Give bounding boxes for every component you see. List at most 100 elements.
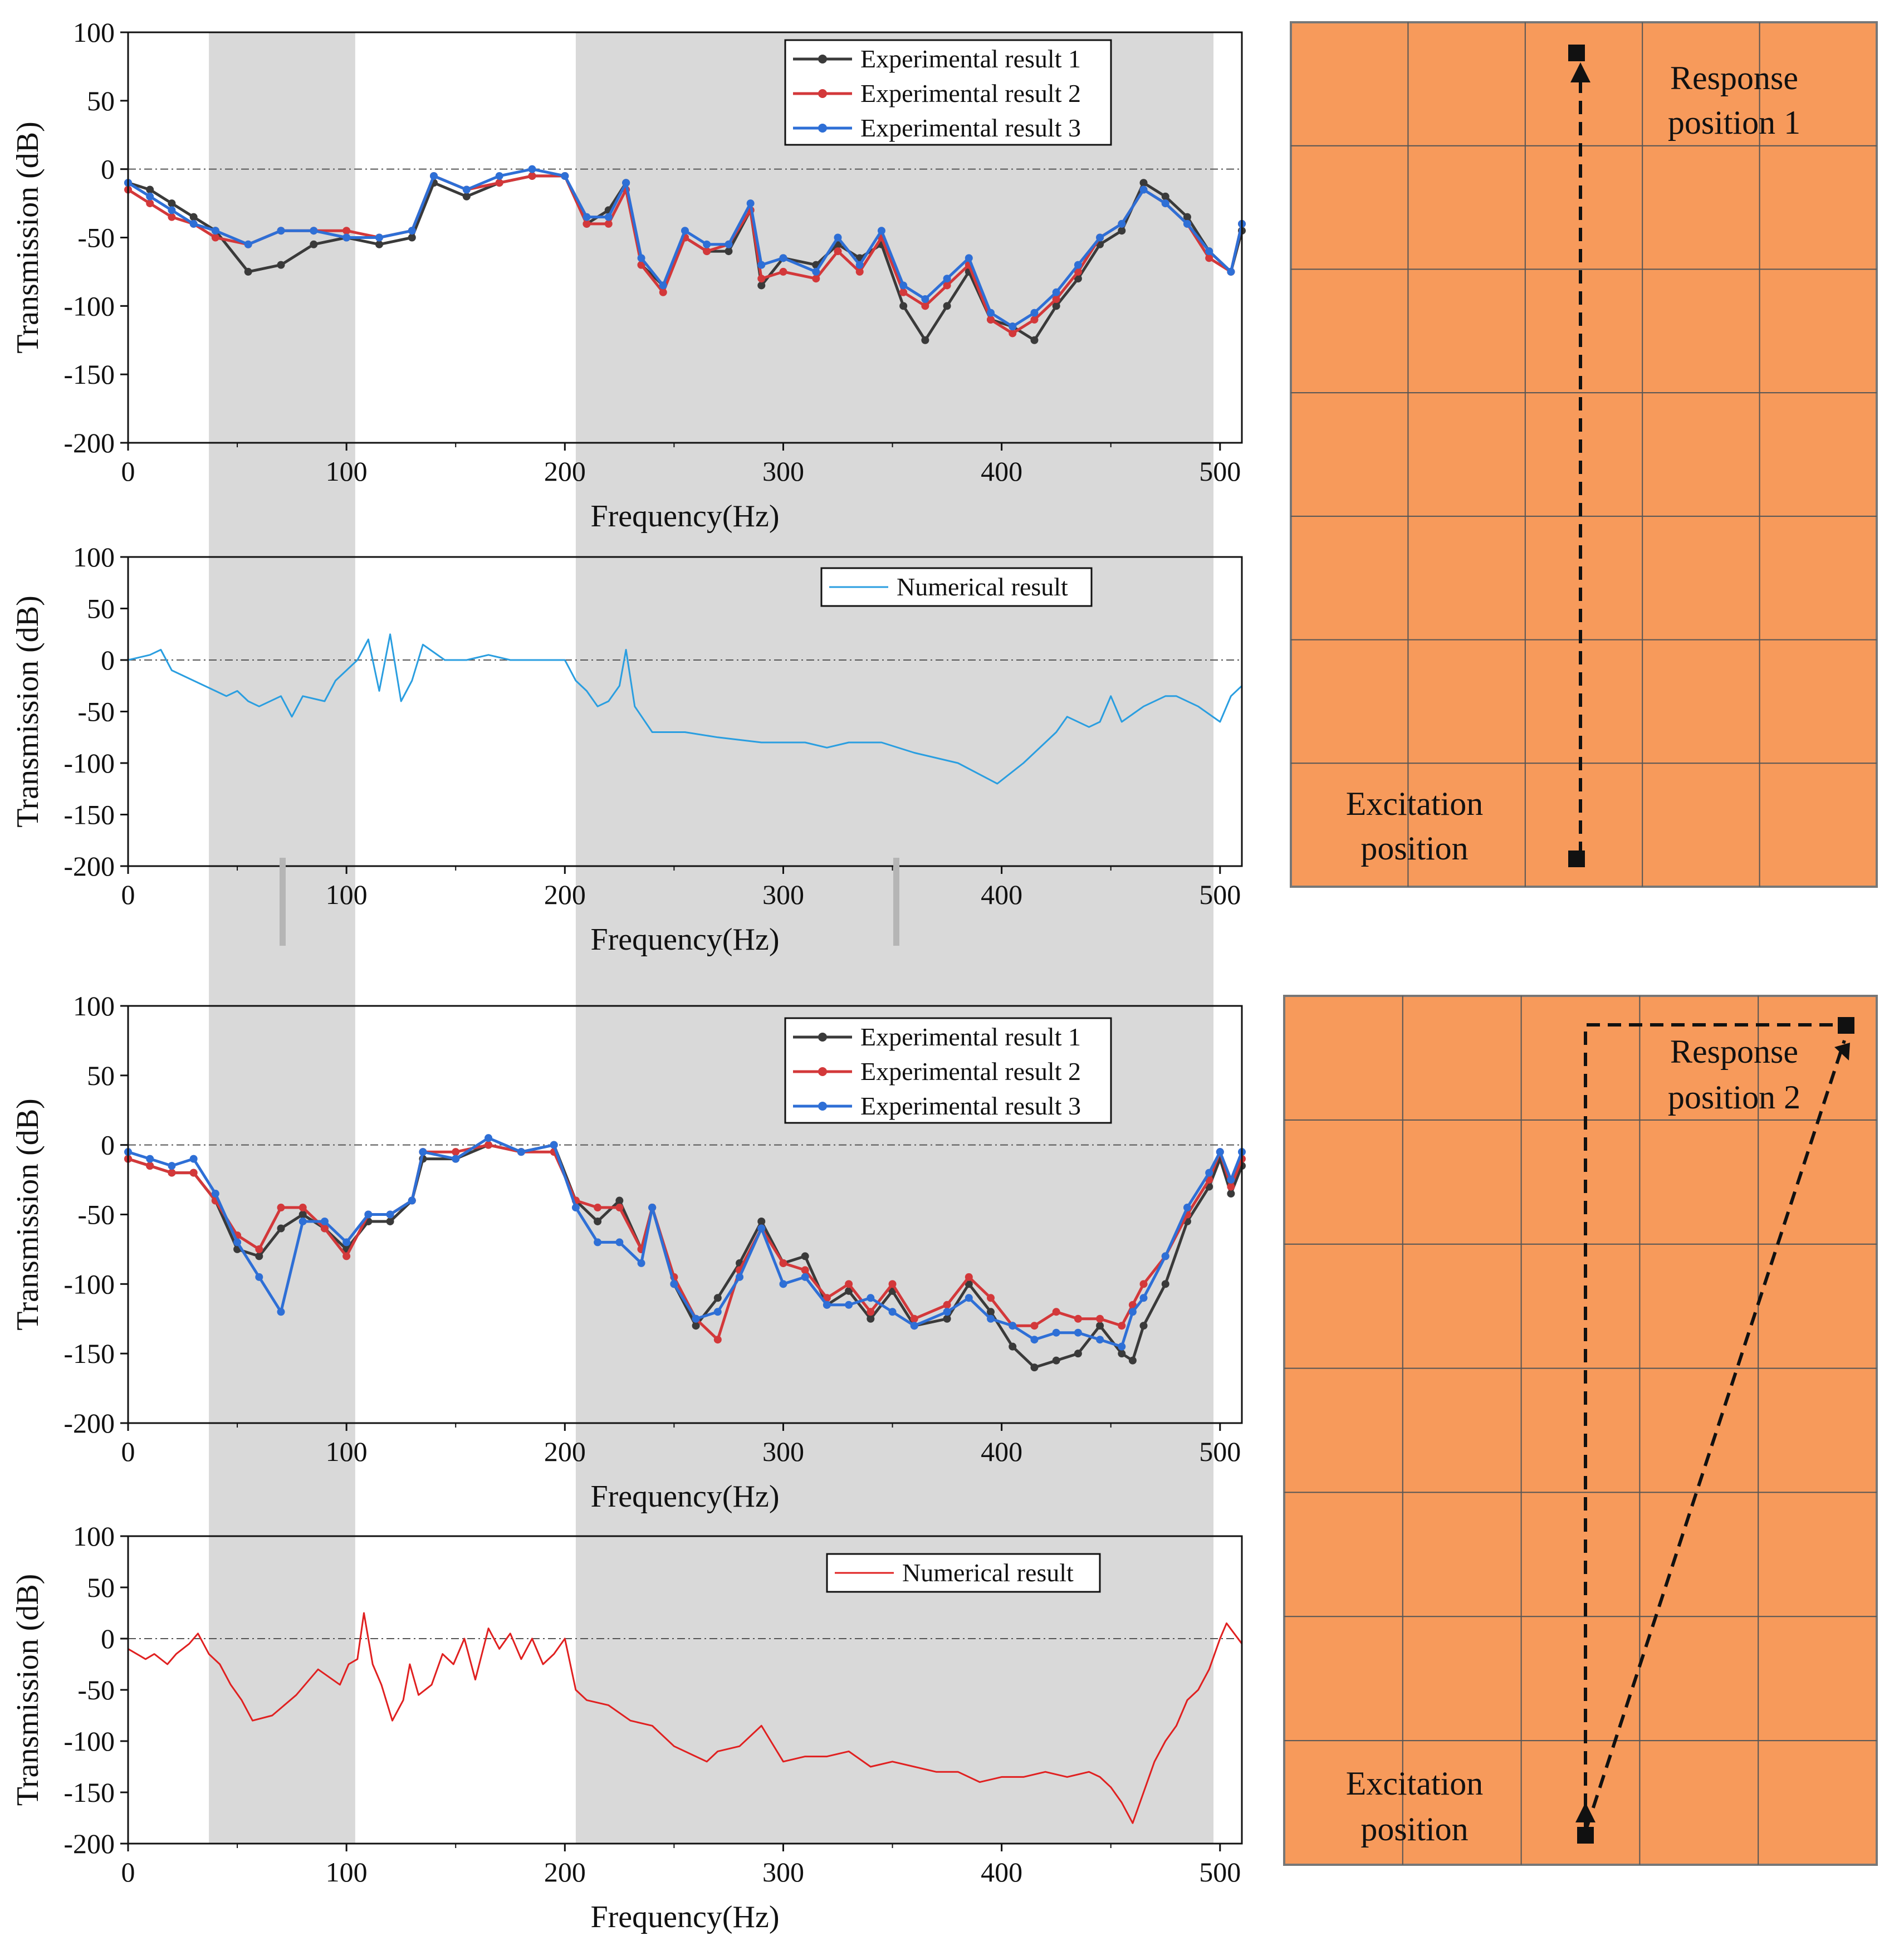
p1-series-3-point xyxy=(277,227,285,235)
p1-ytick-label: -200 xyxy=(63,427,115,458)
p1-series-3-point xyxy=(943,275,951,283)
plate-1 xyxy=(1290,21,1878,888)
p3-series-1-point xyxy=(943,1314,951,1323)
p1-series-1-point xyxy=(921,336,929,344)
p2-xtick-label: 200 xyxy=(544,879,586,910)
plot-2-y-label: Transmission (dB) xyxy=(11,595,45,827)
p2-ytick-label: -50 xyxy=(77,696,115,727)
p2-ytick-label: 50 xyxy=(87,593,115,624)
p3-series-1-point xyxy=(1096,1322,1104,1330)
p3-series-2-point xyxy=(484,1141,493,1149)
p1-series-3-point xyxy=(583,213,591,221)
p3-series-2-point xyxy=(277,1204,285,1212)
p1-series-2-point xyxy=(211,233,219,242)
p1-series-1-point xyxy=(725,247,733,256)
p1-series-1-point xyxy=(310,240,318,248)
p2-xtick-label: 0 xyxy=(121,879,135,910)
p3-series-3-point xyxy=(255,1273,263,1281)
p3-series-1-point xyxy=(713,1294,722,1302)
p3-series-2-point xyxy=(910,1314,918,1323)
p1-series-2-point xyxy=(779,267,787,276)
p2-legend-box xyxy=(820,567,1093,607)
p1-series-1-point xyxy=(757,281,766,290)
excitation-label-1-line1: Excitation xyxy=(1346,785,1484,822)
p2-legend-label-1: Numerical result xyxy=(897,573,1068,601)
plot-3-legend: Experimental result 1 Experimental result… xyxy=(784,1017,1112,1124)
p3-xtick-label: 0 xyxy=(121,1436,135,1467)
p1-series-2-point xyxy=(168,213,176,221)
plot-3-x-label: Frequency(Hz) xyxy=(591,1479,780,1514)
p1-series-2-point xyxy=(528,172,536,180)
p1-series-2-point xyxy=(987,315,995,324)
p1-series-3-point xyxy=(1118,219,1126,228)
plot-3-experimental-position-2: 0 100 200 300 400 500 -200 -150 -100 -50 0 50 100 Fr… xyxy=(11,990,1246,1514)
p1-series-3-point xyxy=(495,172,503,180)
p1-legend-label-1: Experimental result 1 xyxy=(860,45,1081,73)
separator-mark-right xyxy=(893,858,899,946)
p3-series-3-point xyxy=(1096,1336,1104,1344)
plot-1-experimental-position-1: 0 100 200 300 400 500 -200 -150 -100 -50 0 50 100 Fr… xyxy=(11,17,1246,534)
arrowhead-2b-icon xyxy=(1834,1043,1850,1060)
p1-series-3-point xyxy=(342,233,351,242)
p1-series-3-point xyxy=(528,165,536,173)
p3-series-3-point xyxy=(189,1155,198,1163)
p2-ytick-label: 100 xyxy=(73,541,115,573)
p3-series-3-point xyxy=(571,1204,580,1212)
plot-1-y-label: Transmission (dB) xyxy=(11,121,45,353)
p1-series-2-point xyxy=(583,219,591,228)
plate-2-grid xyxy=(1284,996,1877,1865)
p3-xtick-label: 500 xyxy=(1199,1436,1241,1467)
p1-ytick-label: 100 xyxy=(73,17,115,48)
p1-series-3-point xyxy=(779,254,787,262)
p3-series-3-point xyxy=(277,1308,285,1316)
excitation-label-1-line2: position xyxy=(1360,830,1468,867)
p1-series-3-point xyxy=(1227,267,1235,276)
p3-series-1-point xyxy=(801,1252,809,1260)
p3-series-1-point xyxy=(594,1217,602,1225)
p3-series-1-point xyxy=(298,1210,307,1219)
p1-series-1-point xyxy=(1118,227,1126,235)
p1-series-2-point xyxy=(921,302,929,310)
p1-series-3-point xyxy=(725,240,733,248)
p2-ytick-label: 0 xyxy=(101,644,115,676)
p3-series-1-point xyxy=(987,1308,995,1316)
p3-ytick-label: -200 xyxy=(63,1407,115,1439)
p3-xtick-label: 100 xyxy=(326,1436,368,1467)
p3-series-3-point xyxy=(943,1308,951,1316)
p3-series-2-point xyxy=(615,1204,624,1212)
p3-legend-label-3: Experimental result 3 xyxy=(860,1092,1081,1120)
p1-series-3-point xyxy=(189,219,198,228)
plot-1-legend: Experimental result 1 Experimental result… xyxy=(784,39,1112,146)
plot-2-x-label: Frequency(Hz) xyxy=(591,922,780,957)
p3-series-2-point xyxy=(1118,1322,1126,1330)
p1-legend-marker-3 xyxy=(818,124,827,133)
plot-2-legend: Numerical result xyxy=(820,567,1093,607)
p1-series-2-point xyxy=(1205,254,1213,262)
p1-series-3-line xyxy=(127,168,1244,328)
p3-series-1-point xyxy=(1074,1350,1082,1358)
p3-series-3-point xyxy=(1161,1252,1169,1260)
p1-series-2-point xyxy=(1009,329,1017,338)
p3-series-2-point xyxy=(168,1169,176,1177)
plate-1-grid xyxy=(1291,22,1877,887)
p1-xtick-label: 400 xyxy=(981,456,1022,487)
p3-series-3-point xyxy=(1216,1148,1224,1156)
p1-series-2-point xyxy=(703,247,711,256)
p2-ytick-label: -200 xyxy=(63,851,115,882)
p3-series-1-point xyxy=(1161,1280,1169,1288)
p3-series-3-point xyxy=(801,1273,809,1281)
p1-series-1-point xyxy=(1052,302,1060,310)
p1-series-2-point xyxy=(495,179,503,187)
p1-series-3-point xyxy=(1074,261,1082,269)
plot-4-y-label: Transmission (dB) xyxy=(11,1574,45,1806)
p1-series-3-point xyxy=(899,281,908,290)
p3-series-3-point xyxy=(594,1238,602,1247)
excitation-point-2 xyxy=(1577,1827,1594,1844)
p4-ytick-label: 50 xyxy=(87,1572,115,1603)
p3-series-2-point xyxy=(1227,1182,1235,1191)
p3-series-1-point xyxy=(615,1196,624,1205)
p1-ytick-label: 50 xyxy=(87,85,115,116)
p1-xtick-label: 0 xyxy=(121,456,135,487)
p1-series-3-point xyxy=(146,192,154,201)
p3-series-3-point xyxy=(320,1217,329,1225)
